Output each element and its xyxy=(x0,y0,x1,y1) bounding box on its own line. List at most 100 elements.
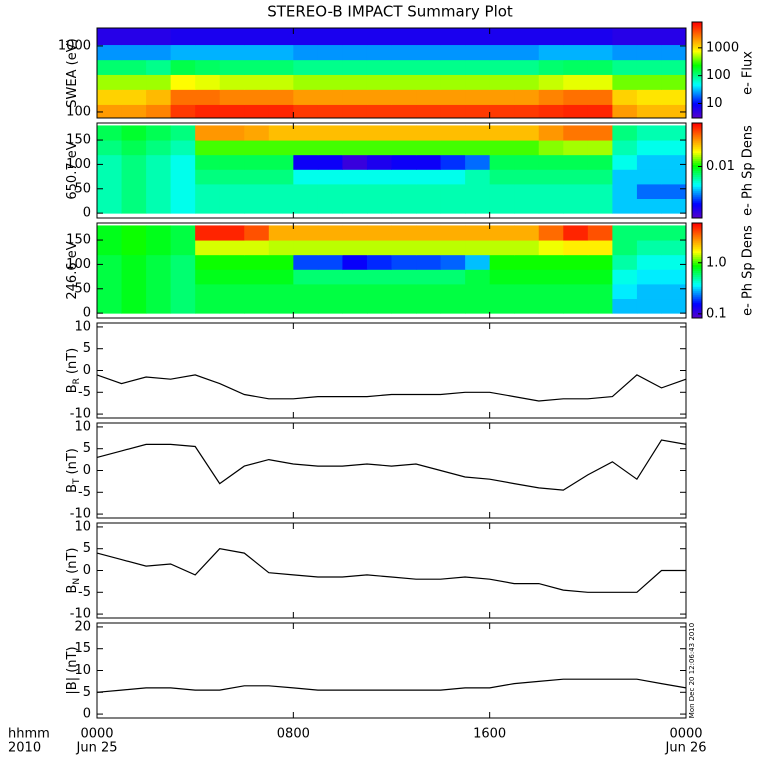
colorbar-frame xyxy=(691,122,703,219)
heatmap-cell xyxy=(121,269,147,285)
heatmap-cell xyxy=(342,154,368,170)
colorbar-swatch xyxy=(692,268,702,271)
colorbar-swatch xyxy=(692,134,702,138)
heatmap-cell xyxy=(587,89,613,105)
heatmap-cell xyxy=(170,283,196,300)
heatmap-cell xyxy=(195,125,221,141)
heatmap-cell xyxy=(489,154,515,170)
heatmap-cell xyxy=(465,154,491,170)
heatmap-cell xyxy=(97,198,123,214)
colorbar-swatch xyxy=(692,126,702,130)
heatmap-cell xyxy=(465,44,491,61)
colorbar-swatch xyxy=(692,223,702,226)
heatmap-cell xyxy=(661,74,687,90)
heatmap-cell xyxy=(563,89,589,105)
heatmap-cell xyxy=(636,74,662,90)
y-tick-label: 10 xyxy=(74,319,91,334)
heatmap-cell xyxy=(440,254,466,270)
heatmap-cell xyxy=(244,89,270,105)
heatmap-cell xyxy=(514,240,540,256)
heatmap-cell xyxy=(563,28,589,46)
heatmap-cell xyxy=(293,240,319,256)
heatmap-cell xyxy=(391,154,417,170)
heatmap-cell xyxy=(195,254,221,270)
heatmap-cell xyxy=(342,89,368,105)
heatmap-cell xyxy=(391,74,417,90)
y-axis-label: BT (nT) xyxy=(65,448,82,493)
heatmap-cell xyxy=(97,140,123,156)
heatmap-cell xyxy=(391,183,417,200)
heatmap-cell xyxy=(612,140,638,156)
heatmap-cell xyxy=(391,240,417,256)
heatmap-cell xyxy=(416,89,442,105)
heatmap-cell xyxy=(538,140,564,156)
heatmap-cell xyxy=(366,140,392,156)
colorbar-swatch xyxy=(692,142,702,146)
y-tick-label: 15 xyxy=(74,641,91,656)
heatmap-cell xyxy=(636,44,662,61)
heatmap-cell xyxy=(538,59,564,75)
heatmap-cell xyxy=(146,44,172,61)
heatmap-cell xyxy=(661,198,687,214)
colorbar-swatch xyxy=(692,266,702,270)
heatmap-cell xyxy=(195,89,221,105)
y-tick-label: -10 xyxy=(70,607,91,622)
y-tick-label: 150 xyxy=(66,233,91,248)
colorbar-swatch xyxy=(692,276,702,279)
heatmap-cell xyxy=(317,198,343,214)
colorbar-swatch xyxy=(692,306,702,309)
heatmap-cell xyxy=(489,169,515,185)
colorbar-swatch xyxy=(692,146,702,150)
heatmap-cell xyxy=(416,169,442,185)
colorbar-swatch xyxy=(692,298,702,301)
heatmap-cell xyxy=(170,89,196,105)
colorbar-swatch xyxy=(692,196,702,199)
heatmap-cell xyxy=(97,104,123,119)
colorbar-swatch xyxy=(692,86,702,89)
heatmap-cell xyxy=(293,298,319,314)
heatmap-cell xyxy=(489,74,515,90)
heatmap-cell xyxy=(489,183,515,200)
colorbar-swatch xyxy=(692,46,702,49)
colorbar-swatch xyxy=(692,172,702,175)
heatmap-cell xyxy=(440,44,466,61)
heatmap-cell xyxy=(514,28,540,46)
heatmap-cell xyxy=(146,154,172,170)
heatmap-cell xyxy=(268,89,294,105)
heatmap-cell xyxy=(268,169,294,185)
heatmap-cell xyxy=(268,254,294,270)
y-tick-label: 10 xyxy=(74,419,91,434)
heatmap-cell xyxy=(121,183,147,200)
heatmap-cell xyxy=(244,283,270,300)
colorbar-swatch xyxy=(692,34,702,37)
heatmap-cell xyxy=(219,225,245,241)
heatmap-cell xyxy=(366,298,392,314)
heatmap-cell xyxy=(195,269,221,285)
colorbar-swatch xyxy=(692,60,702,63)
y-tick-label: 1000 xyxy=(58,38,91,53)
colorbar-swatch xyxy=(692,112,702,115)
colorbar-swatch xyxy=(692,124,702,128)
y-axis-label: BN (nT) xyxy=(65,548,82,594)
heatmap-cell xyxy=(195,44,221,61)
heatmap-cell xyxy=(612,74,638,90)
colorbar-swatch xyxy=(692,186,702,189)
colorbar-swatch xyxy=(692,110,702,113)
colorbar-swatch xyxy=(692,280,702,283)
heatmap-cell xyxy=(317,104,343,119)
heatmap-cell xyxy=(97,254,123,270)
colorbar-swatch xyxy=(692,38,702,41)
colorbar-swatch xyxy=(692,138,702,142)
heatmap-cell xyxy=(268,240,294,256)
colorbar-swatch xyxy=(692,180,702,183)
heatmap-cell xyxy=(587,254,613,270)
heatmap-cell xyxy=(661,59,687,75)
colorbar-swatch xyxy=(692,236,702,240)
heatmap-cell xyxy=(219,283,245,300)
heatmap-cell xyxy=(97,269,123,285)
heatmap-cell xyxy=(416,140,442,156)
heatmap-cell xyxy=(661,183,687,200)
heatmap-cell xyxy=(146,89,172,105)
heatmap-cell xyxy=(416,183,442,200)
heatmap-cell xyxy=(489,240,515,256)
